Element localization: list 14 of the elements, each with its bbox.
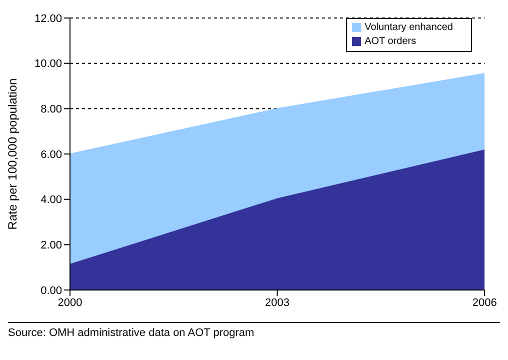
legend-label: AOT orders <box>364 36 416 47</box>
legend-label: Voluntary enhanced <box>364 22 453 33</box>
y-tick-label: 2.00 <box>40 240 62 252</box>
y-tick-label: 10.00 <box>34 58 62 70</box>
x-tick-label: 2000 <box>58 296 82 309</box>
y-tick-label: 12.00 <box>34 12 62 25</box>
y-tick-label: 6.00 <box>40 148 62 161</box>
y-tick-label: 8.00 <box>40 104 62 116</box>
y-axis-title: Rate per 100,000 population <box>5 78 20 230</box>
source-note: Source: OMH administrative data on AOT program <box>8 327 256 339</box>
y-tick-label: 0.00 <box>40 284 62 297</box>
x-tick-label: 2003 <box>265 296 290 309</box>
y-tick-label: 4.00 <box>40 194 62 206</box>
x-tick-label: 2006 <box>472 296 497 309</box>
